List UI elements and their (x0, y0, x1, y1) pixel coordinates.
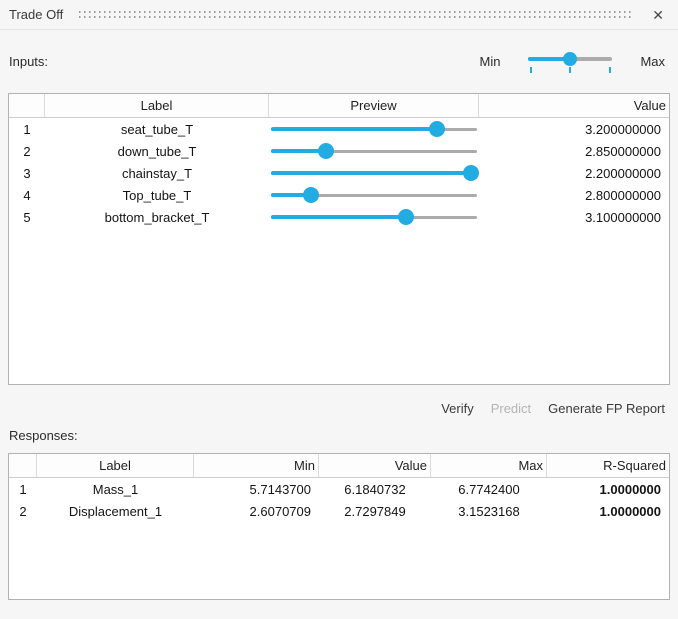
input-label: down_tube_T (117, 143, 197, 159)
row-number: 4 (23, 187, 31, 203)
inputs-table: Label Preview Value 1 seat_tube_T 3.200000… (8, 93, 670, 385)
slider-track[interactable] (271, 149, 477, 153)
response-max: 6.7742400 (458, 481, 520, 497)
range-slider-tick (569, 67, 572, 73)
range-min-label: Min (479, 53, 501, 69)
inputs-table-row[interactable]: 2 down_tube_T 2.850000000 (9, 140, 669, 162)
column-header-label[interactable]: Label (37, 454, 194, 477)
slider-thumb[interactable] (303, 187, 319, 203)
input-value[interactable]: 3.100000000 (585, 209, 661, 225)
column-header-max[interactable]: Max (431, 454, 547, 477)
column-header-rownum (9, 454, 37, 477)
input-preview-slider[interactable] (269, 140, 479, 162)
responses-section-label: Responses: (9, 428, 78, 443)
row-number: 2 (23, 143, 31, 159)
range-slider-fill (528, 57, 570, 61)
predict-button: Predict (490, 401, 532, 416)
response-label: Mass_1 (92, 481, 139, 497)
slider-track[interactable] (271, 193, 477, 197)
input-preview-slider[interactable] (269, 162, 479, 184)
inputs-section-label: Inputs: (9, 53, 49, 69)
response-rsquared: 1.0000000 (599, 503, 661, 519)
input-label: bottom_bracket_T (104, 209, 210, 225)
action-button-row: Verify Predict Generate FP Report (441, 401, 665, 416)
row-number: 3 (23, 165, 31, 181)
column-header-preview[interactable]: Preview (269, 94, 479, 117)
input-preview-slider[interactable] (269, 206, 479, 228)
inputs-table-header: Label Preview Value (9, 94, 669, 118)
response-max: 3.1523168 (458, 503, 520, 519)
response-value: 6.1840732 (344, 481, 406, 497)
column-header-value[interactable]: Value (319, 454, 431, 477)
verify-button[interactable]: Verify (441, 401, 474, 416)
panel-title: Trade Off (9, 7, 64, 22)
generate-fp-report-button[interactable]: Generate FP Report (548, 401, 665, 416)
slider-thumb[interactable] (317, 143, 334, 159)
slider-fill (271, 193, 311, 197)
range-slider-tick (608, 67, 611, 73)
input-preview-slider[interactable] (269, 118, 479, 140)
responses-table-row[interactable]: 2 Displacement_1 2.6070709 2.7297849 3.15231… (9, 500, 669, 522)
response-min: 2.6070709 (249, 503, 311, 519)
range-max-label: Max (640, 53, 665, 69)
slider-thumb[interactable] (462, 165, 479, 181)
responses-table-row[interactable]: 1 Mass_1 5.7143700 6.1840732 6.7742400 1.0000… (9, 478, 669, 500)
input-value[interactable]: 3.200000000 (585, 121, 661, 137)
input-value[interactable]: 2.850000000 (585, 143, 661, 159)
input-value[interactable]: 2.200000000 (585, 165, 661, 181)
inputs-header: Inputs: Min Max (9, 45, 665, 77)
slider-thumb[interactable] (397, 209, 414, 225)
column-header-rsquared[interactable]: R-Squared (603, 458, 666, 473)
inputs-table-body: 1 seat_tube_T 3.200000000 2 down_tube_T 2.850… (9, 118, 669, 228)
column-header-rownum (9, 94, 45, 117)
column-header-min[interactable]: Min (194, 454, 319, 477)
input-value[interactable]: 2.800000000 (585, 187, 661, 203)
input-label: seat_tube_T (120, 121, 194, 137)
slider-fill (271, 127, 437, 131)
column-header-label[interactable]: Label (45, 94, 269, 117)
slider-fill (271, 149, 326, 153)
panel-titlebar: Trade Off ✕ (0, 0, 678, 30)
slider-thumb[interactable] (429, 121, 445, 137)
responses-table-header: Label Min Value Max R-Squared (9, 454, 669, 478)
range-slider-thumb[interactable] (562, 52, 577, 66)
input-label: chainstay_T (121, 165, 193, 181)
inputs-table-row[interactable]: 1 seat_tube_T 3.200000000 (9, 118, 669, 140)
inputs-table-row[interactable]: 3 chainstay_T 2.200000000 (9, 162, 669, 184)
panel-drag-handle[interactable] (79, 11, 635, 18)
row-number: 1 (23, 121, 31, 137)
row-number: 5 (23, 209, 31, 225)
global-range-slider[interactable] (528, 48, 613, 74)
response-rsquared: 1.0000000 (599, 481, 661, 497)
response-label: Displacement_1 (68, 503, 163, 519)
close-icon[interactable]: ✕ (652, 6, 664, 23)
inputs-table-row[interactable]: 5 bottom_bracket_T 3.100000000 (9, 206, 669, 228)
inputs-table-row[interactable]: 4 Top_tube_T 2.800000000 (9, 184, 669, 206)
row-number: 1 (19, 481, 27, 497)
slider-fill (271, 171, 471, 175)
row-number: 2 (19, 503, 27, 519)
responses-table: Label Min Value Max R-Squared 1 Mass_1 5.7… (8, 453, 670, 600)
input-preview-slider[interactable] (269, 184, 479, 206)
column-header-value[interactable]: Value (633, 98, 666, 113)
range-slider-tick (530, 67, 533, 73)
slider-fill (271, 215, 406, 219)
response-value: 2.7297849 (344, 503, 406, 519)
responses-table-body: 1 Mass_1 5.7143700 6.1840732 6.7742400 1.0000… (9, 478, 669, 522)
response-min: 5.7143700 (249, 481, 311, 497)
input-label: Top_tube_T (122, 187, 192, 203)
